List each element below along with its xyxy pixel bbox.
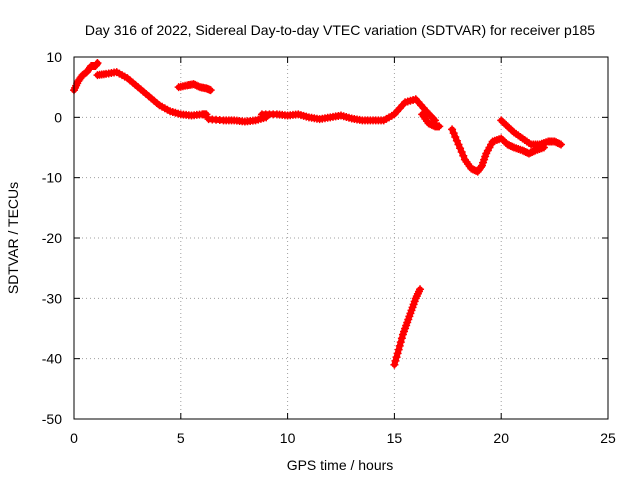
series-segment-10 <box>503 140 548 158</box>
data-point <box>539 143 548 152</box>
data-point <box>452 136 461 145</box>
series-segment-1 <box>70 59 102 95</box>
data-point <box>206 86 215 95</box>
y-tick-label: -40 <box>42 351 62 367</box>
x-tick-label: 25 <box>600 430 616 446</box>
y-axis-ticks: 10 0 -10 -20 -30 -40 -50 <box>42 49 608 427</box>
data-point <box>394 345 403 354</box>
series-segment-6 <box>418 110 444 131</box>
data-point <box>202 110 211 119</box>
data-point <box>456 144 465 153</box>
data-point <box>529 147 538 156</box>
data-point <box>476 163 485 172</box>
series-segment-7 <box>390 285 425 369</box>
series-band <box>94 69 210 119</box>
data-point <box>457 148 466 157</box>
data-point <box>459 151 468 160</box>
chart-title: Day 316 of 2022, Sidereal Day-to-day VTE… <box>85 22 595 38</box>
x-tick-label: 10 <box>280 430 296 446</box>
series-segment-8 <box>448 125 512 176</box>
y-tick-label: -30 <box>42 290 62 306</box>
series-segment-2 <box>93 68 211 120</box>
data-point <box>435 122 444 131</box>
data-point <box>391 356 400 365</box>
series-segment-9 <box>497 116 566 149</box>
data-marks <box>70 59 566 369</box>
series-segment-5 <box>257 95 439 125</box>
x-tick-label: 5 <box>177 430 185 446</box>
data-point <box>396 338 405 347</box>
x-axis-title: GPS time / hours <box>287 457 394 473</box>
series-segment-3 <box>174 80 215 95</box>
y-tick-label: 0 <box>54 109 62 125</box>
y-tick-label: -50 <box>42 411 62 427</box>
data-point <box>395 341 404 350</box>
data-point <box>93 59 102 68</box>
x-axis-ticks: 0 5 10 15 20 25 <box>70 57 616 446</box>
data-point <box>448 125 457 134</box>
x-tick-label: 15 <box>387 430 403 446</box>
data-point <box>454 140 463 149</box>
y-tick-label: -10 <box>42 170 62 186</box>
y-axis-title: SDTVAR / TECUs <box>5 182 21 294</box>
data-point <box>449 129 458 138</box>
data-point <box>557 140 566 149</box>
data-point <box>397 334 406 343</box>
data-point <box>508 142 517 151</box>
data-point <box>555 139 564 148</box>
data-point <box>451 132 460 141</box>
y-tick-label: -20 <box>42 230 62 246</box>
data-point <box>393 349 402 358</box>
series-segment-4 <box>204 113 271 126</box>
data-point <box>416 285 425 294</box>
x-tick-label: 0 <box>70 430 78 446</box>
grid-lines <box>74 57 608 419</box>
x-tick-label: 20 <box>493 430 509 446</box>
data-point <box>392 353 401 362</box>
y-tick-label: 10 <box>46 49 62 65</box>
data-point <box>390 360 399 369</box>
